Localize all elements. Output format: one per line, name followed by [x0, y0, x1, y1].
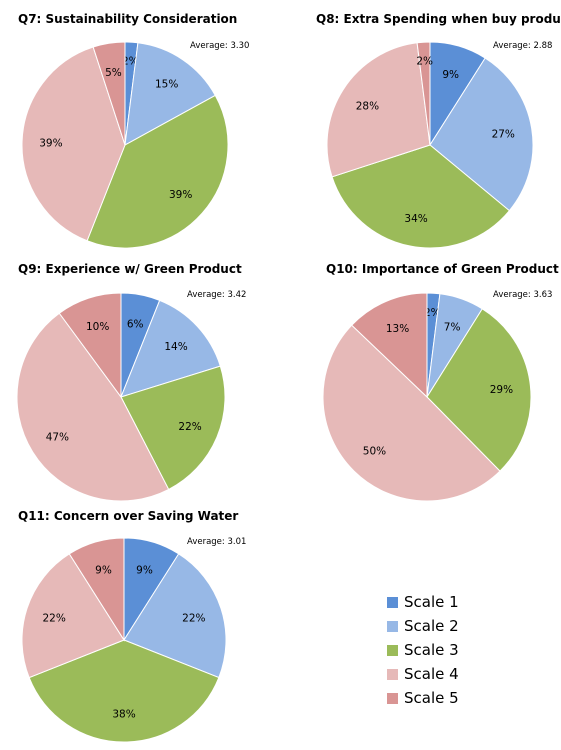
pie-slice-3	[86, 94, 229, 249]
pie-slice-2	[123, 553, 227, 679]
legend-item-scale-5: Scale 5	[387, 686, 459, 710]
data-label: 29%	[490, 384, 513, 396]
legend-item-scale-4: Scale 4	[387, 662, 459, 686]
chart-title: Q10: Importance of Green Product	[326, 262, 559, 276]
legend-swatch	[387, 620, 398, 632]
chart-title: Q7: Sustainability Consideration	[18, 12, 238, 26]
pie-slice-4	[21, 46, 126, 242]
legend-label: Scale 5	[404, 689, 459, 707]
pie-slice-2	[429, 57, 534, 212]
data-label: 9%	[136, 564, 153, 576]
data-label: 5%	[105, 67, 122, 79]
legend-label: Scale 3	[404, 641, 459, 659]
legend-item-scale-3: Scale 3	[387, 638, 459, 662]
data-label: 2%	[122, 56, 139, 68]
legend-label: Scale 1	[404, 593, 459, 611]
pie-slice-5	[351, 292, 428, 399]
data-label: 7%	[444, 321, 461, 333]
legend: Scale 1 Scale 2 Scale 3 Scale 4 Scale 5	[387, 590, 459, 710]
legend-label: Scale 2	[404, 617, 459, 635]
legend-swatch	[387, 644, 398, 656]
chart-title: Q8: Extra Spending when buy product	[316, 12, 561, 26]
pie-q7: 2% 15% 39% 39% 5%	[21, 41, 229, 249]
pie-slice-5	[68, 537, 125, 642]
data-label: 47%	[46, 431, 69, 443]
pie-slice-5	[416, 41, 431, 146]
data-label: 39%	[169, 189, 192, 201]
data-label: 9%	[95, 564, 112, 576]
data-label: 22%	[182, 612, 205, 624]
data-label: 34%	[404, 213, 427, 225]
data-label: 22%	[42, 612, 65, 624]
pie-slice-3	[28, 639, 220, 743]
data-label: 27%	[492, 128, 515, 140]
pie-slice-3	[426, 308, 532, 472]
average-label: Average: 2.88	[493, 41, 553, 51]
data-label: 13%	[386, 323, 409, 335]
pie-slice-4	[21, 553, 125, 679]
pie-q10: 2%7% 29% 50% 13%	[322, 292, 532, 502]
legend-item-scale-1: Scale 1	[387, 590, 459, 614]
data-label: 2%	[424, 307, 441, 319]
pie-slice-4	[322, 324, 501, 502]
chart-title: Q9: Experience w/ Green Product	[18, 262, 242, 276]
data-label: 22%	[178, 421, 201, 433]
data-label: 15%	[155, 79, 178, 91]
chart-title: Q11: Concern over Saving Water	[18, 509, 239, 523]
pie-slice-5	[58, 292, 122, 399]
pie-q8: 9% 27% 34% 28% 2%	[326, 41, 534, 249]
data-label: 28%	[356, 100, 379, 112]
data-label: 38%	[112, 708, 135, 720]
average-label: Average: 3.30	[190, 41, 250, 51]
data-label: 2%	[416, 56, 433, 68]
data-label: 6%	[127, 318, 144, 330]
pie-slice-2	[120, 299, 221, 398]
average-label: Average: 3.63	[493, 290, 553, 300]
data-label: 9%	[442, 69, 459, 81]
legend-swatch	[387, 668, 398, 680]
data-label: 39%	[39, 138, 62, 150]
pie-slice-3	[120, 365, 226, 491]
pie-slice-5	[92, 41, 126, 146]
legend-swatch	[387, 596, 398, 608]
pie-slice-4	[16, 312, 170, 502]
pie-slice-2	[124, 42, 216, 146]
data-label: 10%	[86, 321, 109, 333]
average-label: Average: 3.42	[187, 290, 247, 300]
average-label: Average: 3.01	[187, 537, 247, 547]
data-label: 50%	[363, 445, 386, 457]
legend-label: Scale 4	[404, 665, 459, 683]
legend-item-scale-2: Scale 2	[387, 614, 459, 638]
pie-q11: 9% 22% 38% 22% 9%	[21, 537, 227, 743]
data-label: 14%	[164, 341, 187, 353]
pie-slice-4	[326, 42, 431, 178]
legend-swatch	[387, 692, 398, 704]
pie-slice-3	[331, 144, 511, 249]
pie-q9: 6% 14% 22% 47% 10%	[16, 292, 226, 502]
